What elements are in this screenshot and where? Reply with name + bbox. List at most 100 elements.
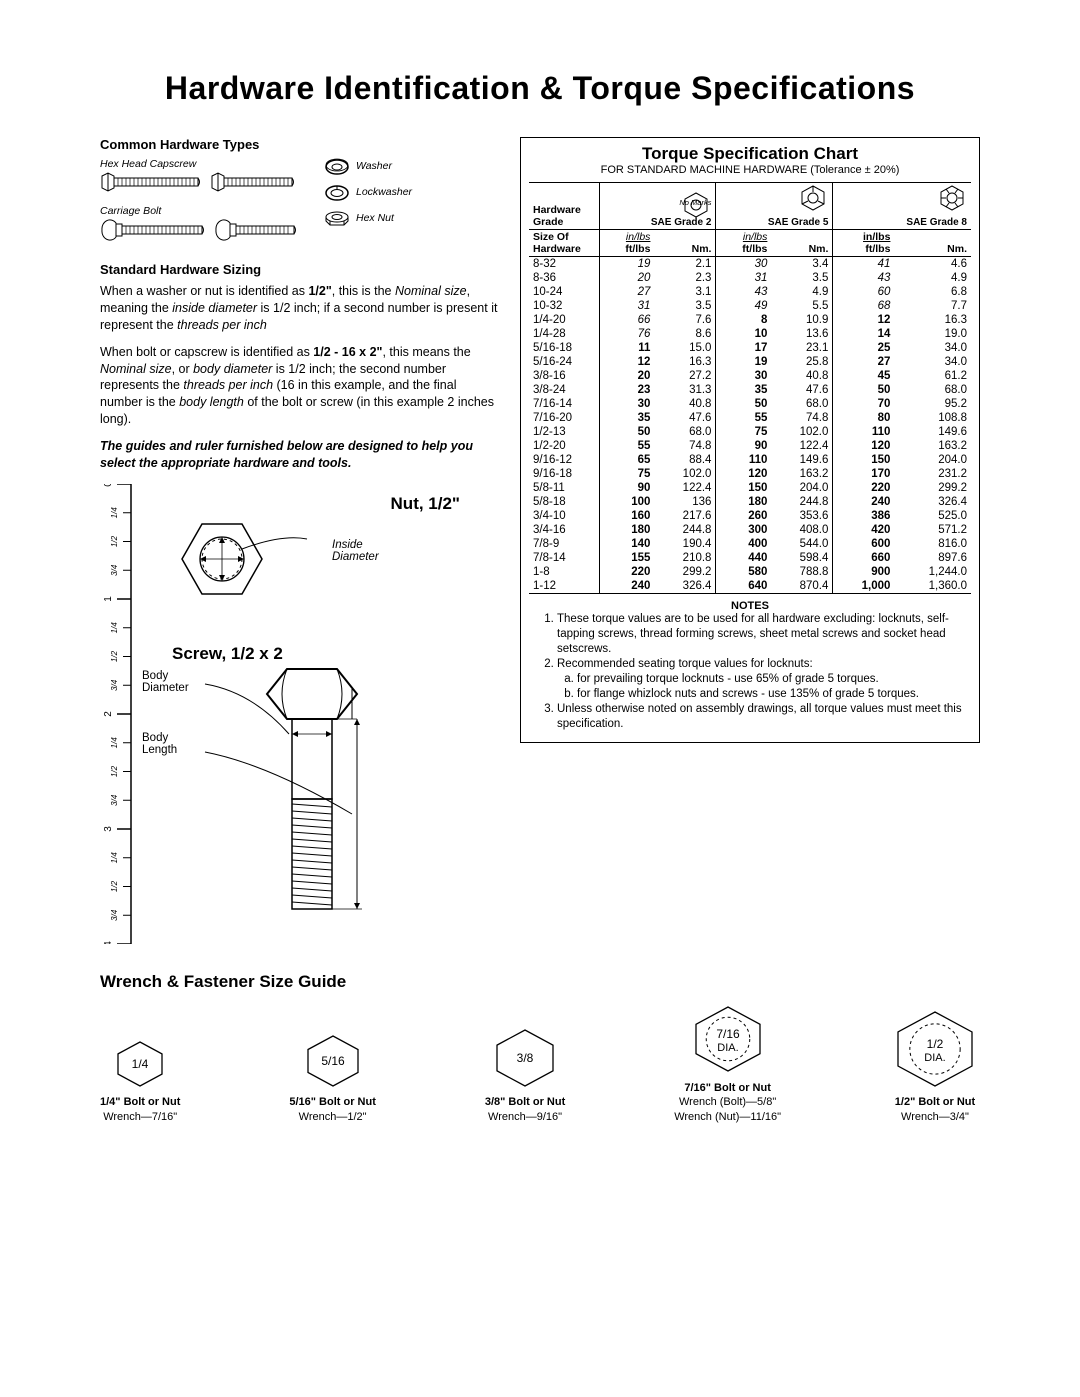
- nut-diagram-icon: [142, 514, 322, 644]
- table-row: 7/16-143040.85068.07095.2: [529, 397, 971, 411]
- grade8-hex-icon: [937, 184, 967, 212]
- svg-text:1/2: 1/2: [110, 650, 119, 662]
- diagram-zone: 0 1/4 1/2 3/4 1 1/4 1/2 3/4 2 1/4 1/2 3/4 3 1/4 1/2 3/4…: [100, 484, 500, 947]
- table-row: 5/8-1190122.4150204.0220299.2: [529, 481, 971, 495]
- note-2: Recommended seating torque values for lo…: [557, 657, 971, 702]
- sizing-para-1: When a washer or nut is identified as 1/…: [100, 283, 500, 334]
- guide-line: The guides and ruler furnished below are…: [100, 438, 500, 472]
- svg-text:3/8: 3/8: [517, 1051, 534, 1065]
- body-label-2: Body: [142, 732, 189, 744]
- carriage-bolt-icon: [100, 219, 310, 241]
- washer-label: Washer: [356, 160, 392, 172]
- table-row: 3/4-10160217.6260353.6386525.0: [529, 509, 971, 523]
- table-row: 7/8-9140190.4400544.0600816.0: [529, 537, 971, 551]
- left-column: Common Hardware Types Hex Head Capscrew: [100, 137, 500, 947]
- chart-title: Torque Specification Chart: [529, 144, 971, 164]
- note-2a: for prevailing torque locknuts - use 65%…: [577, 672, 971, 687]
- table-row: 10-24273.1434.9606.8: [529, 285, 971, 299]
- wrench-item: 7/16DIA.7/16" Bolt or NutWrench (Bolt)—5…: [674, 1002, 781, 1125]
- svg-text:1/4: 1/4: [110, 621, 119, 633]
- carriage-bolt-label: Carriage Bolt: [100, 205, 310, 217]
- wrench-title: Wrench & Fastener Size Guide: [100, 972, 980, 992]
- table-row: 3/8-162027.23040.84561.2: [529, 369, 971, 383]
- notes-heading: NOTES: [529, 600, 971, 612]
- table-row: 7/16-203547.65574.880108.8: [529, 411, 971, 425]
- diameter-label: Diameter: [332, 551, 379, 563]
- table-row: 8-32192.1303.4414.6: [529, 257, 971, 272]
- svg-text:3/4: 3/4: [110, 909, 119, 921]
- hex-size-icon: 5/16: [300, 1031, 366, 1091]
- screw-label: Screw, 1/2 x 2: [142, 644, 500, 664]
- torque-chart: Torque Specification Chart FOR STANDARD …: [520, 137, 980, 743]
- wrench-item: 1/41/4" Bolt or NutWrench—7/16": [100, 1037, 180, 1126]
- hex-size-icon: 3/8: [489, 1025, 561, 1091]
- lockwasher-label: Lockwasher: [356, 186, 412, 198]
- svg-text:3/4: 3/4: [110, 679, 119, 691]
- torque-table: HardwareGrade No Marks SAE Grade 2 SAE G…: [529, 182, 971, 594]
- hex-size-icon: 1/4: [110, 1037, 170, 1091]
- svg-text:1/4: 1/4: [132, 1057, 149, 1071]
- svg-text:1/4: 1/4: [110, 506, 119, 518]
- wrench-guide-section: Wrench & Fastener Size Guide 1/41/4" Bol…: [100, 972, 980, 1125]
- right-column: Torque Specification Chart FOR STANDARD …: [520, 137, 980, 947]
- notes-list: These torque values are to be used for a…: [529, 612, 971, 732]
- table-row: 8-36202.3313.5434.9: [529, 271, 971, 285]
- table-row: 3/4-16180244.8300408.0420571.2: [529, 523, 971, 537]
- nut-label: Nut, 1/2": [391, 494, 460, 513]
- wrench-item: 1/2DIA.1/2" Bolt or NutWrench—3/4": [890, 1007, 980, 1126]
- diameter-label-2: Diameter: [142, 682, 189, 694]
- sizing-heading: Standard Hardware Sizing: [100, 262, 500, 277]
- table-row: 9/16-126588.4110149.6150204.0: [529, 453, 971, 467]
- wrench-item: 3/83/8" Bolt or NutWrench—9/16": [485, 1025, 565, 1126]
- note-2b: for flange whizlock nuts and screws - us…: [577, 687, 971, 702]
- page-title: Hardware Identification & Torque Specifi…: [100, 70, 980, 107]
- sizing-para-2: When bolt or capscrew is identified as 1…: [100, 344, 500, 428]
- table-row: 1/4-28768.61013.61419.0: [529, 327, 971, 341]
- note-3: Unless otherwise noted on assembly drawi…: [557, 702, 971, 732]
- note-1: These torque values are to be used for a…: [557, 612, 971, 657]
- hw-types-heading: Common Hardware Types: [100, 137, 500, 152]
- ruler-icon: 0 1/4 1/2 3/4 1 1/4 1/2 3/4 2 1/4 1/2 3/4 3 1/4 1/2 3/4…: [100, 484, 132, 944]
- svg-text:3/4: 3/4: [110, 564, 119, 576]
- svg-text:1/4: 1/4: [110, 851, 119, 863]
- svg-text:DIA.: DIA.: [924, 1052, 945, 1064]
- svg-text:3: 3: [103, 826, 114, 832]
- svg-text:1/2: 1/2: [110, 535, 119, 547]
- svg-text:1/2: 1/2: [110, 880, 119, 892]
- hexnut-icon: [324, 210, 350, 228]
- svg-text:1/2: 1/2: [110, 765, 119, 777]
- svg-text:1/2: 1/2: [927, 1037, 944, 1051]
- table-row: 3/8-242331.33547.65068.0: [529, 383, 971, 397]
- table-row: 1/4-20667.6810.91216.3: [529, 313, 971, 327]
- hexnut-label: Hex Nut: [356, 212, 394, 224]
- table-row: 1-12240326.4640870.41,0001,360.0: [529, 579, 971, 594]
- svg-text:1: 1: [103, 596, 114, 602]
- lockwasher-icon: [324, 184, 350, 202]
- hex-size-icon: 1/2DIA.: [890, 1007, 980, 1091]
- grade5-hex-icon: [798, 184, 828, 212]
- svg-text:1/4: 1/4: [110, 736, 119, 748]
- svg-text:2: 2: [103, 711, 114, 717]
- table-row: 5/8-18100136180244.8240326.4: [529, 495, 971, 509]
- table-row: 1/2-205574.890122.4120163.2: [529, 439, 971, 453]
- hex-size-icon: 7/16DIA.: [688, 1002, 768, 1076]
- svg-text:0: 0: [103, 484, 114, 487]
- inside-label: Inside: [332, 539, 379, 551]
- svg-text:5/16: 5/16: [321, 1054, 345, 1068]
- table-row: 1-8220299.2580788.89001,244.0: [529, 565, 971, 579]
- table-row: 5/16-181115.01723.12534.0: [529, 341, 971, 355]
- chart-subtitle: FOR STANDARD MACHINE HARDWARE (Tolerance…: [529, 164, 971, 176]
- table-row: 9/16-1875102.0120163.2170231.2: [529, 467, 971, 481]
- table-row: 5/16-241216.31925.82734.0: [529, 355, 971, 369]
- table-row: 7/8-14155210.8440598.4660897.6: [529, 551, 971, 565]
- washer-icon: [324, 158, 350, 176]
- svg-text:3/4: 3/4: [110, 794, 119, 806]
- svg-text:4: 4: [103, 941, 114, 944]
- length-label: Length: [142, 744, 189, 756]
- table-row: 1/2-135068.075102.0110149.6: [529, 425, 971, 439]
- svg-text:DIA.: DIA.: [717, 1042, 738, 1054]
- svg-text:7/16: 7/16: [716, 1027, 740, 1041]
- hardware-types-diagram: Hex Head Capscrew: [100, 158, 500, 244]
- wrench-item: 5/165/16" Bolt or NutWrench—1/2": [289, 1031, 376, 1126]
- table-row: 10-32313.5495.5687.7: [529, 299, 971, 313]
